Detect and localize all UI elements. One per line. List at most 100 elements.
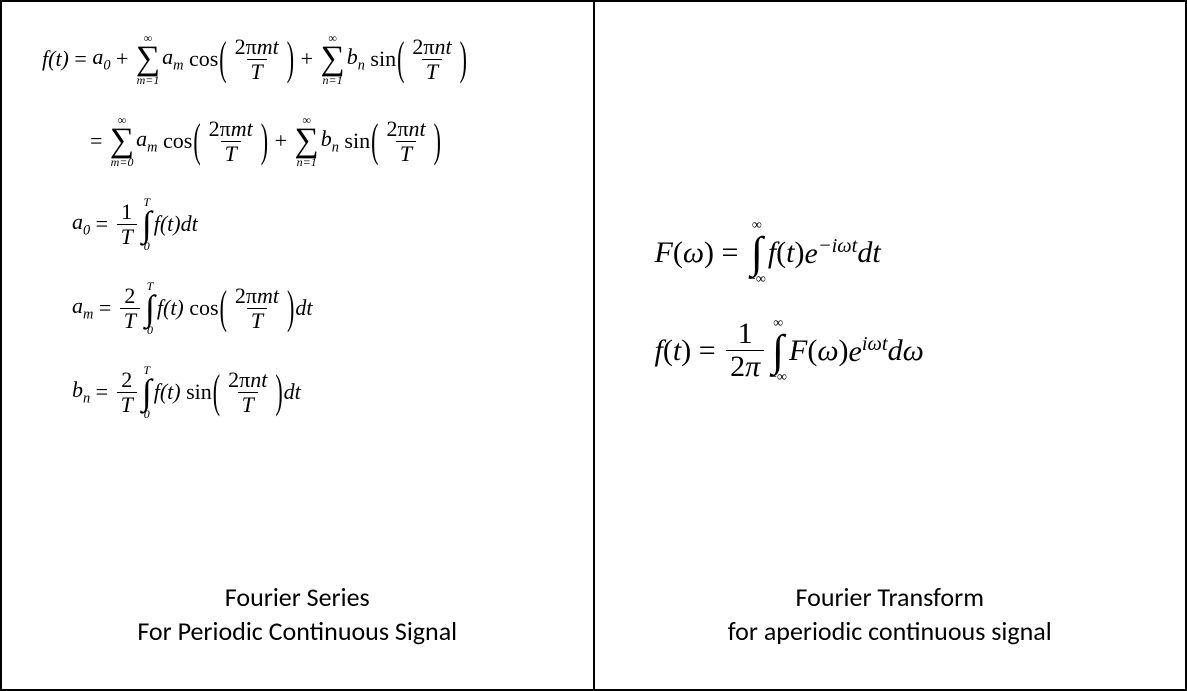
eq1-lhs: f(t) (42, 48, 69, 70)
sum-icon: ∞ ∑ m=1 (136, 32, 160, 86)
caption-left: Fourier Series For Periodic Continuous S… (42, 581, 553, 669)
s: 0 (127, 155, 133, 169)
frac: 1 2π (726, 319, 764, 382)
sigma: ∑ (320, 42, 344, 76)
cos: cos (183, 48, 218, 70)
caption-left-line2: For Periodic Continuous Signal (137, 615, 457, 647)
paren: ( (219, 36, 226, 82)
math-area-left: f(t) = a0 + ∞ ∑ m=1 am cos ( 2πmt T ) + (42, 32, 553, 571)
dw: dω (888, 336, 924, 366)
exp: e−iωt (805, 236, 858, 269)
plus: + (110, 48, 133, 70)
nc: 2π (228, 367, 250, 392)
frac: 2πnt T (382, 118, 429, 165)
nc: 2π (412, 34, 434, 59)
nv: mt (257, 34, 279, 59)
paren: ) (434, 118, 441, 164)
sin: sin (339, 130, 370, 152)
sum1-bot: m=1 (137, 74, 160, 86)
equation-series-2: = ∞ ∑ m=0 am cos ( 2πmt T ) + ∞ ∑ (42, 114, 553, 168)
b: 0 (147, 324, 153, 336)
c: b (321, 126, 332, 151)
b: 0 (144, 408, 150, 420)
fn: sin (370, 46, 396, 71)
eq1-a0: a0 (92, 46, 110, 73)
lhs: F(ω) (655, 238, 715, 268)
sum-icon: ∞ ∑ n=1 (320, 32, 344, 86)
s: 1 (153, 73, 159, 87)
bn: bn (321, 128, 339, 155)
fn: cos (163, 128, 192, 153)
nc: 2π (235, 34, 257, 59)
num: 2 (120, 285, 139, 308)
sup: iωt (862, 333, 888, 355)
integrand: f(t) (768, 238, 805, 268)
paren: ( (193, 118, 200, 164)
e: e (805, 237, 818, 270)
s: 1 (337, 73, 343, 87)
b: 0 (144, 240, 150, 252)
frac: 2πmt T (205, 118, 257, 165)
sum-icon: ∞ ∑ m=0 (110, 114, 134, 168)
equation-transform-inverse: f(t) = 1 2π ∞ ∫ −∞ F(ω) eiωt dω (655, 317, 1146, 385)
num: 1 (734, 319, 757, 350)
plus: + (269, 130, 292, 152)
equals: = (90, 213, 113, 235)
panel-fourier-transform: F(ω) = ∞ ∫ −∞ f(t) e−iωt dt f(t) = 1 2π (595, 2, 1186, 689)
nv: nt (409, 116, 426, 141)
sin: sin (365, 48, 396, 70)
fn: F (655, 236, 673, 269)
int: ∫ (142, 374, 152, 410)
num: 2πmt (231, 36, 283, 59)
cos: cos (184, 297, 219, 319)
fn: sin (186, 379, 212, 404)
den: T (117, 392, 137, 416)
num: 1 (117, 201, 136, 224)
arg: t (673, 334, 681, 367)
s: m (83, 306, 93, 322)
paren: ) (287, 36, 294, 82)
exp: eiωt (849, 334, 888, 367)
v: n (323, 73, 329, 87)
nv: nt (250, 367, 267, 392)
s: n (83, 390, 90, 406)
integral-icon: ∞ ∫ −∞ (748, 219, 766, 287)
b: −∞ (748, 273, 766, 287)
cs: n (332, 139, 339, 155)
sigma: ∑ (295, 124, 319, 158)
equals: = (691, 336, 723, 366)
a: ω (817, 334, 838, 367)
lhs: bn (72, 379, 90, 406)
comparison-frame: f(t) = a0 + ∞ ∑ m=1 am cos ( 2πmt T ) + (0, 0, 1187, 691)
fn: cos (189, 46, 218, 71)
frac: 2 T (117, 369, 137, 416)
am: am (136, 128, 157, 155)
int: ∫ (142, 206, 152, 242)
paren: ) (287, 285, 294, 331)
num: 2πmt (205, 118, 257, 141)
integrand: f(t) (157, 297, 184, 319)
panel-fourier-series: f(t) = a0 + ∞ ∑ m=1 am cos ( 2πmt T ) + (2, 2, 595, 689)
sigma: ∑ (136, 42, 160, 76)
caption-left-line1: Fourier Series (225, 581, 370, 613)
paren: ) (460, 36, 467, 82)
am: am (162, 46, 183, 73)
v: m (111, 155, 120, 169)
v: n (297, 155, 303, 169)
den: 2π (726, 350, 764, 382)
equals: = (90, 130, 108, 152)
plus: + (295, 48, 318, 70)
b: n=1 (297, 156, 317, 168)
equals: = (90, 381, 113, 403)
frac: 2πnt T (408, 36, 455, 83)
c: a (162, 44, 173, 69)
den: T (247, 308, 267, 332)
integrand: f(t) (154, 213, 181, 235)
f: F (789, 334, 807, 367)
rp: ) (839, 334, 849, 367)
num: 2 (117, 369, 136, 392)
paren: ( (371, 118, 378, 164)
nv: mt (231, 116, 253, 141)
integrand: f(t) (154, 381, 181, 403)
num: 2πnt (408, 36, 455, 59)
